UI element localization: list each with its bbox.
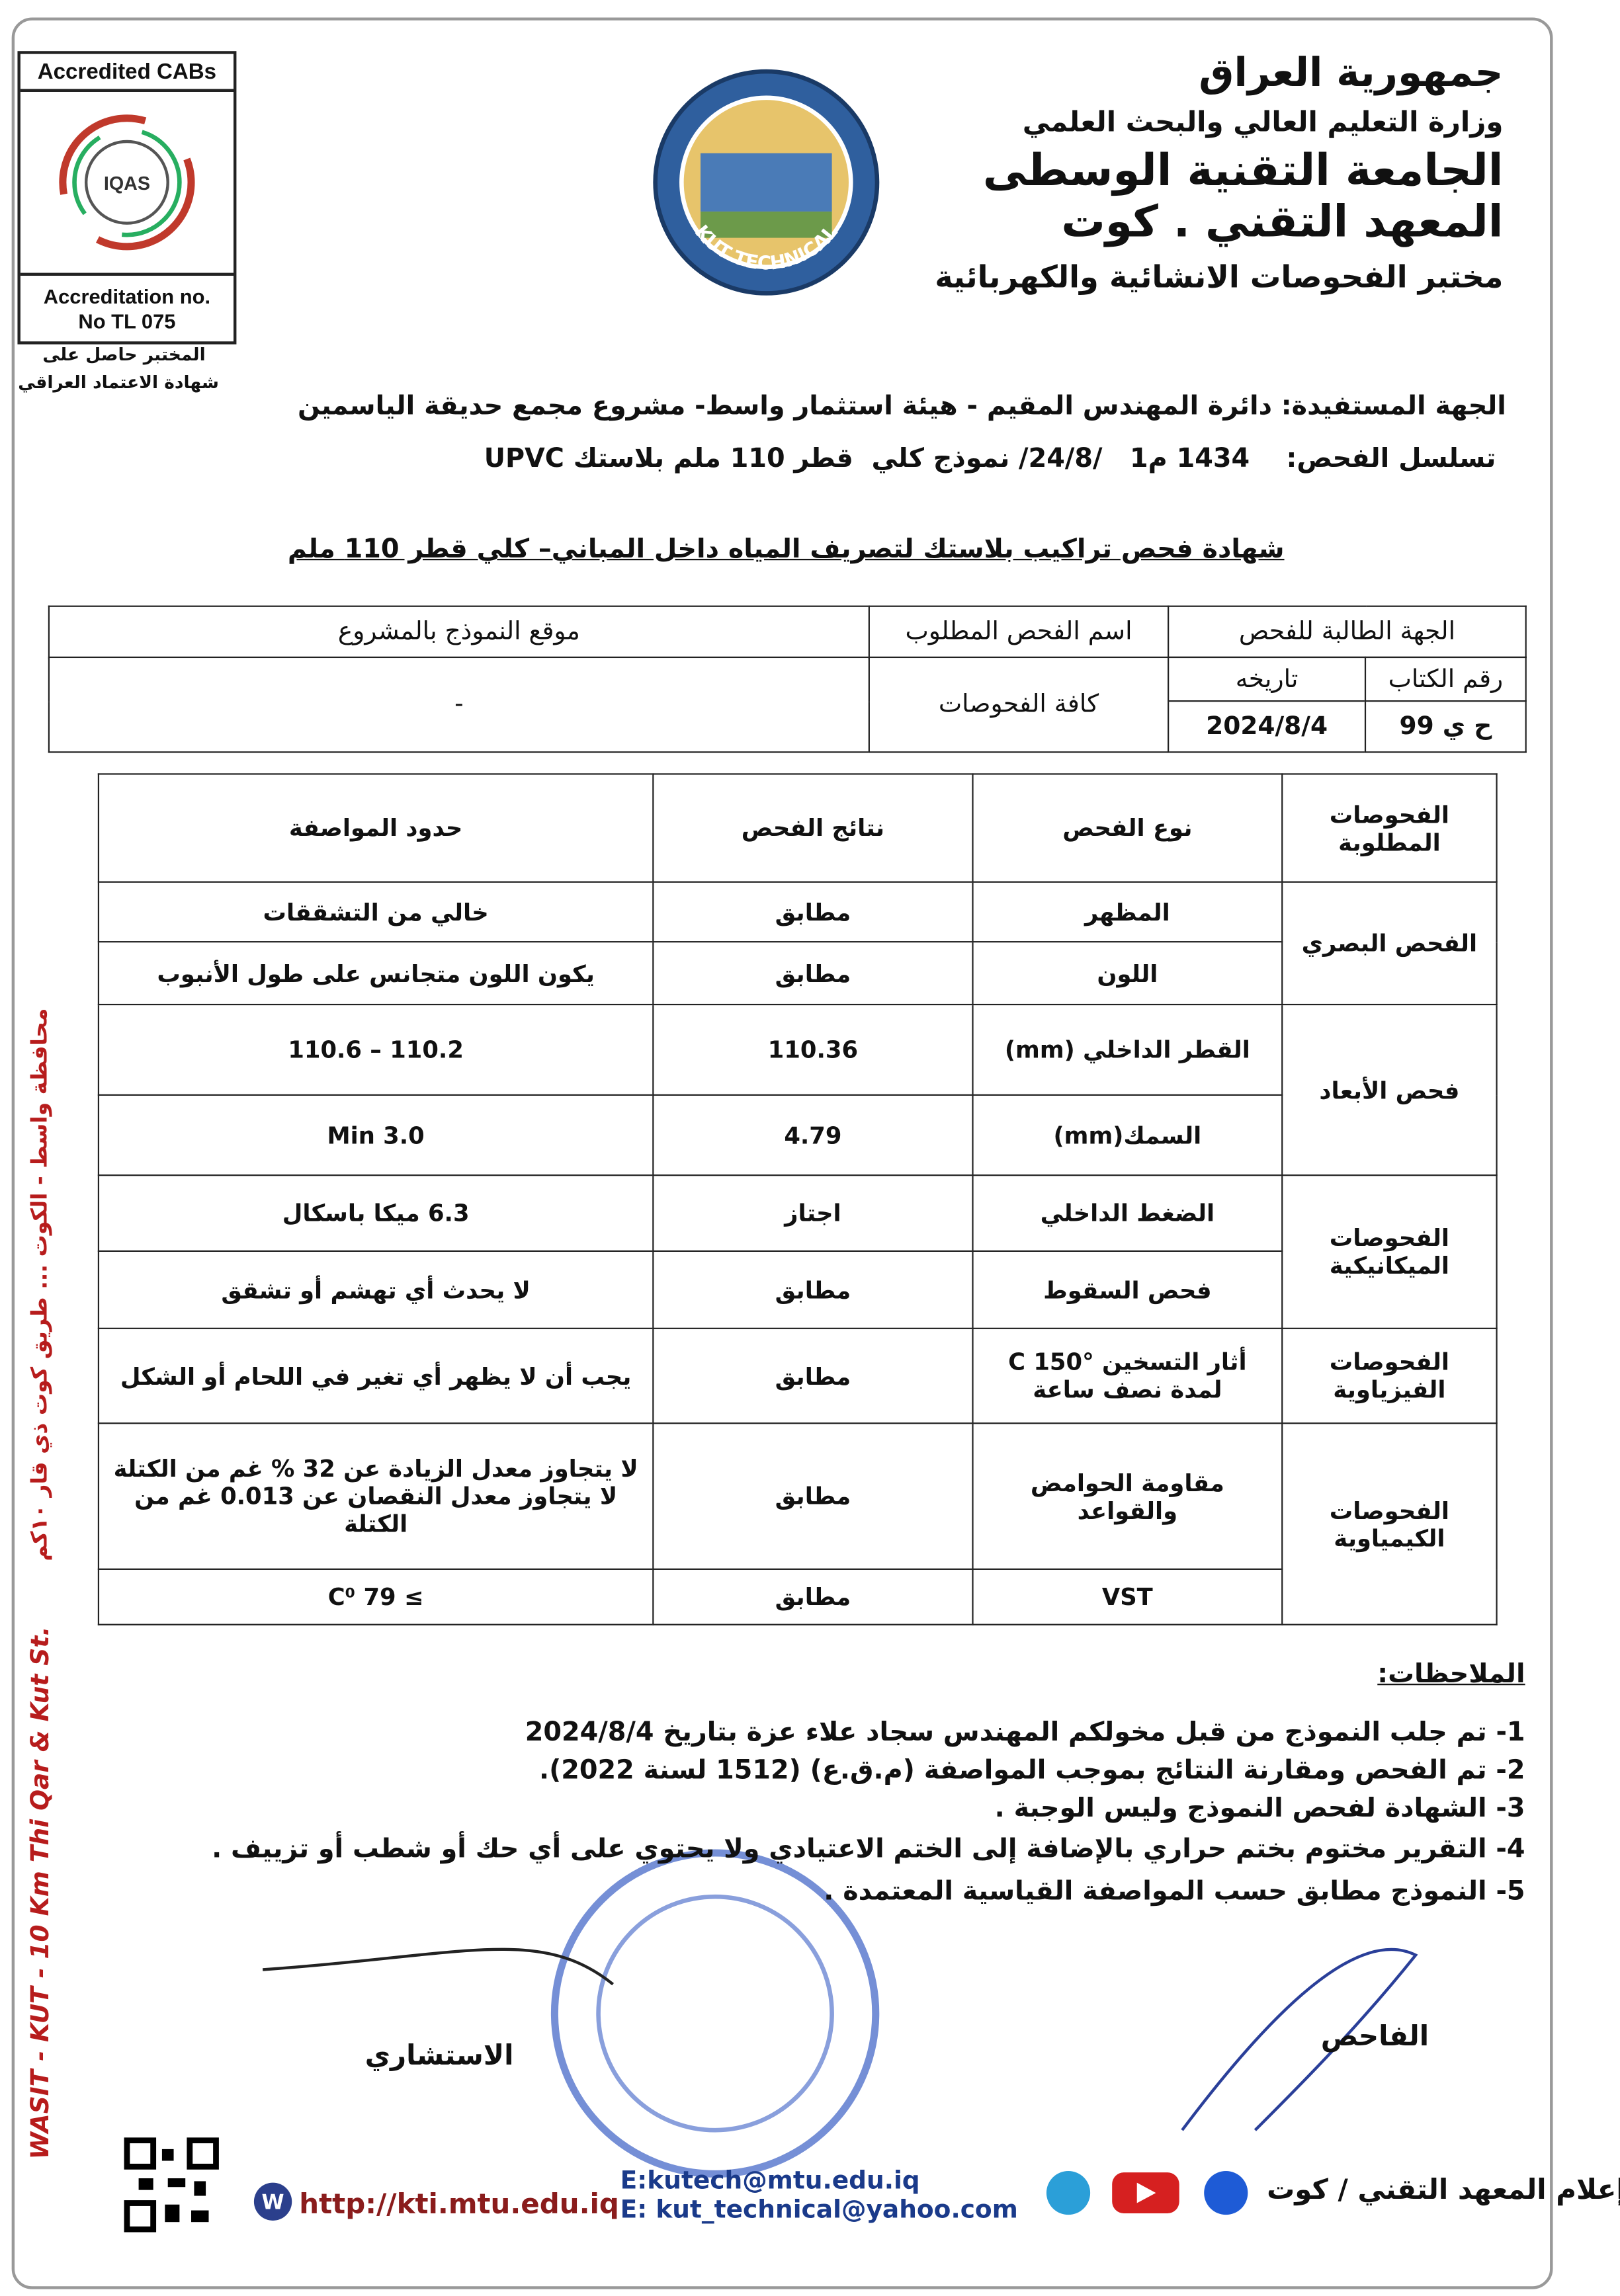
test-type: السمك(mm) xyxy=(972,1094,1283,1176)
header-line: مختبر الفحوصات الانشائية والكهربائية xyxy=(935,259,1504,295)
header-line: المعهد التقني . كوت xyxy=(1061,196,1504,249)
test-group: الفحص البصري xyxy=(1281,881,1498,1006)
accreditation-logo-text: IQAS xyxy=(104,173,150,194)
column-header: نتائج الفحص xyxy=(652,773,974,883)
letter-date-label: تاريخه xyxy=(1168,656,1367,702)
header-line: جمهورية العراق xyxy=(1199,51,1504,97)
signature-area xyxy=(262,1849,1418,2178)
accreditation-number-label: Accreditation no. xyxy=(43,284,211,308)
page-frame xyxy=(11,17,1553,2289)
spec-limit: لا يتجاوز معدل الزيادة عن 32 % غم من الك… xyxy=(97,1422,654,1570)
accreditation-number: No TL 075 xyxy=(78,309,176,333)
social-text: إعلام المعهد التقني / كوت xyxy=(1267,2174,1620,2206)
header-line: وزارة التعليم العالي والبحث العلمي xyxy=(1022,106,1504,139)
note-item: 5- النموذج مطابق حسب المواصفة القياسية ا… xyxy=(824,1876,1525,1907)
test-type: مقاومة الحوامض والقواعد xyxy=(972,1422,1283,1570)
result-row: الفحوصات الفيزياوية أثار التسخين °C 150 ل… xyxy=(97,1327,1498,1424)
letter-no-label: رقم الكتاب xyxy=(1364,656,1527,702)
test-group: فحص الأبعاد xyxy=(1281,1003,1498,1176)
test-type: أثار التسخين °C 150 لمدة نصف ساعة xyxy=(972,1327,1283,1424)
result-row: فحص الأبعاد القطر الداخلي (mm) 110.36 110.2… xyxy=(97,1003,1498,1176)
note-item: 4- التقرير مختوم بختم حراري بالإضافة إلى… xyxy=(212,1834,1525,1865)
header-row: الفحوصات المطلوبة نوع الفحص نتائج الفحص حدو… xyxy=(97,773,1498,883)
column-header: الفحوصات المطلوبة xyxy=(1281,773,1498,883)
test-sequence: تسلسل الفحص: 1434 م1 /24/8/ نموذج كلي قط… xyxy=(484,443,1496,475)
note-item: 3- الشهادة لفحص النموذج وليس الوجبة . xyxy=(994,1793,1525,1824)
test-result: مطابق xyxy=(652,1327,974,1424)
email: E: kut_technical@yahoo.com xyxy=(620,2195,1018,2225)
column-header: نوع الفحص xyxy=(972,773,1283,883)
accreditation-title: Accredited CABs xyxy=(20,60,234,92)
spec-limit: 6.3 ميكا باسكال xyxy=(97,1174,654,1252)
side-address-english: WASIT - KUT - 10 Km Thi Qar & Kut St. xyxy=(26,1626,56,2160)
result-row: فحص السقوط مطابق لا يحدث أي تهشم أو تشقق xyxy=(97,1250,1497,1329)
test-group: الفحوصات الفيزياوية xyxy=(1281,1327,1498,1424)
results-table: الفحوصات المطلوبة نوع الفحص نتائج الفحص حدو… xyxy=(97,773,1498,1625)
test-name: كافة الفحوصات xyxy=(868,656,1170,753)
request-table: الجهة الطالبة للفحص اسم الفحص المطلوب مو… xyxy=(48,605,1527,753)
test-result: مطابق xyxy=(652,1422,974,1570)
accreditation-note: شهادة الاعتماد العراقي xyxy=(18,372,219,393)
spec-limit: ≥ 79 C⁰ xyxy=(97,1568,654,1625)
test-type: المظهر xyxy=(972,881,1283,943)
beneficiary: الجهة المستفيدة: دائرة المهندس المقيم - … xyxy=(297,391,1506,422)
location-label: موقع النموذج بالمشروع xyxy=(48,605,870,659)
email: E:kutech@mtu.edu.iq xyxy=(620,2166,920,2196)
result-row: اللون مطابق يكون اللون متجانس على طول الأن… xyxy=(97,941,1497,1006)
test-type: اللون xyxy=(972,941,1283,1006)
notes-title: الملاحظات: xyxy=(1377,1659,1525,1690)
accreditation-logo: IQAS xyxy=(59,114,195,251)
spec-limit: Min 3.0 xyxy=(97,1094,654,1176)
test-result: مطابق xyxy=(652,1568,974,1625)
institute-logo: KUT TECHNICAL xyxy=(653,69,880,296)
spec-limit: خالي من التشققات xyxy=(97,881,654,943)
note-item: 1- تم جلب النموذج من قبل مخولكم المهندس … xyxy=(525,1717,1525,1748)
result-row: الفحوصات الكيمياوية مقاومة الحوامض والقوا… xyxy=(97,1422,1498,1625)
test-group: الفحوصات الميكانيكية xyxy=(1281,1174,1498,1329)
test-result: اجتاز xyxy=(652,1174,974,1252)
note-item: 2- تم الفحص ومقارنة النتائج بموجب المواص… xyxy=(539,1755,1525,1786)
website: http://kti.mtu.edu.iq xyxy=(299,2188,619,2221)
consultant-label: الاستشاري xyxy=(364,2039,514,2072)
test-type: القطر الداخلي (mm) xyxy=(972,1003,1283,1096)
test-type: الضغط الداخلي xyxy=(972,1174,1283,1252)
certificate-title: شهادة فحص تراكيب بلاستك لتصريف المياه دا… xyxy=(287,534,1285,565)
test-result: 110.36 xyxy=(652,1003,974,1096)
examiner-label: الفاحص xyxy=(1320,2020,1429,2053)
test-type: VST xyxy=(972,1568,1283,1625)
web-icon: W xyxy=(253,2182,292,2221)
qr-code xyxy=(124,2137,219,2233)
spec-limit: يجب أن لا يظهر أي تغير في اللحام أو الشك… xyxy=(97,1327,654,1424)
spec-limit: يكون اللون متجانس على طول الأنبوب xyxy=(97,941,654,1006)
accreditation-note: المختبر حاصل على xyxy=(42,344,206,365)
requester-label: الجهة الطالبة للفحص xyxy=(1168,605,1527,659)
social-icons xyxy=(1046,2170,1248,2215)
result-row: السمك(mm) 4.79 Min 3.0 xyxy=(97,1094,1497,1176)
spec-limit: لا يحدث أي تهشم أو تشقق xyxy=(97,1250,654,1329)
test-name-label: اسم الفحص المطلوب xyxy=(868,605,1170,659)
result-row: VST مطابق ≥ 79 C⁰ xyxy=(97,1568,1497,1625)
test-group: الفحوصات الكيمياوية xyxy=(1281,1422,1498,1625)
result-row: الفحص البصري المظهر مطابق خالي من التشققات xyxy=(97,881,1498,1006)
test-result: 4.79 xyxy=(652,1094,974,1176)
svg-text:W: W xyxy=(262,2190,284,2214)
spec-limit: 110.2 – 110.6 xyxy=(97,1003,654,1096)
letter-date: 2024/8/4 xyxy=(1168,700,1367,753)
test-result: مطابق xyxy=(652,941,974,1006)
header-line: الجامعة التقنية الوسطى xyxy=(982,145,1504,197)
test-result: مطابق xyxy=(652,881,974,943)
test-type: فحص السقوط xyxy=(972,1250,1283,1329)
result-row: الفحوصات الميكانيكية الضغط الداخلي اجتاز 6.… xyxy=(97,1174,1498,1329)
side-address-arabic: محافظة واسط - الكوت ... طريق كوت ذي قار … xyxy=(26,1008,53,1561)
test-result: مطابق xyxy=(652,1250,974,1329)
letter-no: ح ي 99 xyxy=(1364,700,1527,753)
accreditation-box: Accredited CABs IQAS Accreditation no. N… xyxy=(17,51,237,345)
column-header: حدود المواصفة xyxy=(97,773,654,883)
location: - xyxy=(48,656,870,753)
